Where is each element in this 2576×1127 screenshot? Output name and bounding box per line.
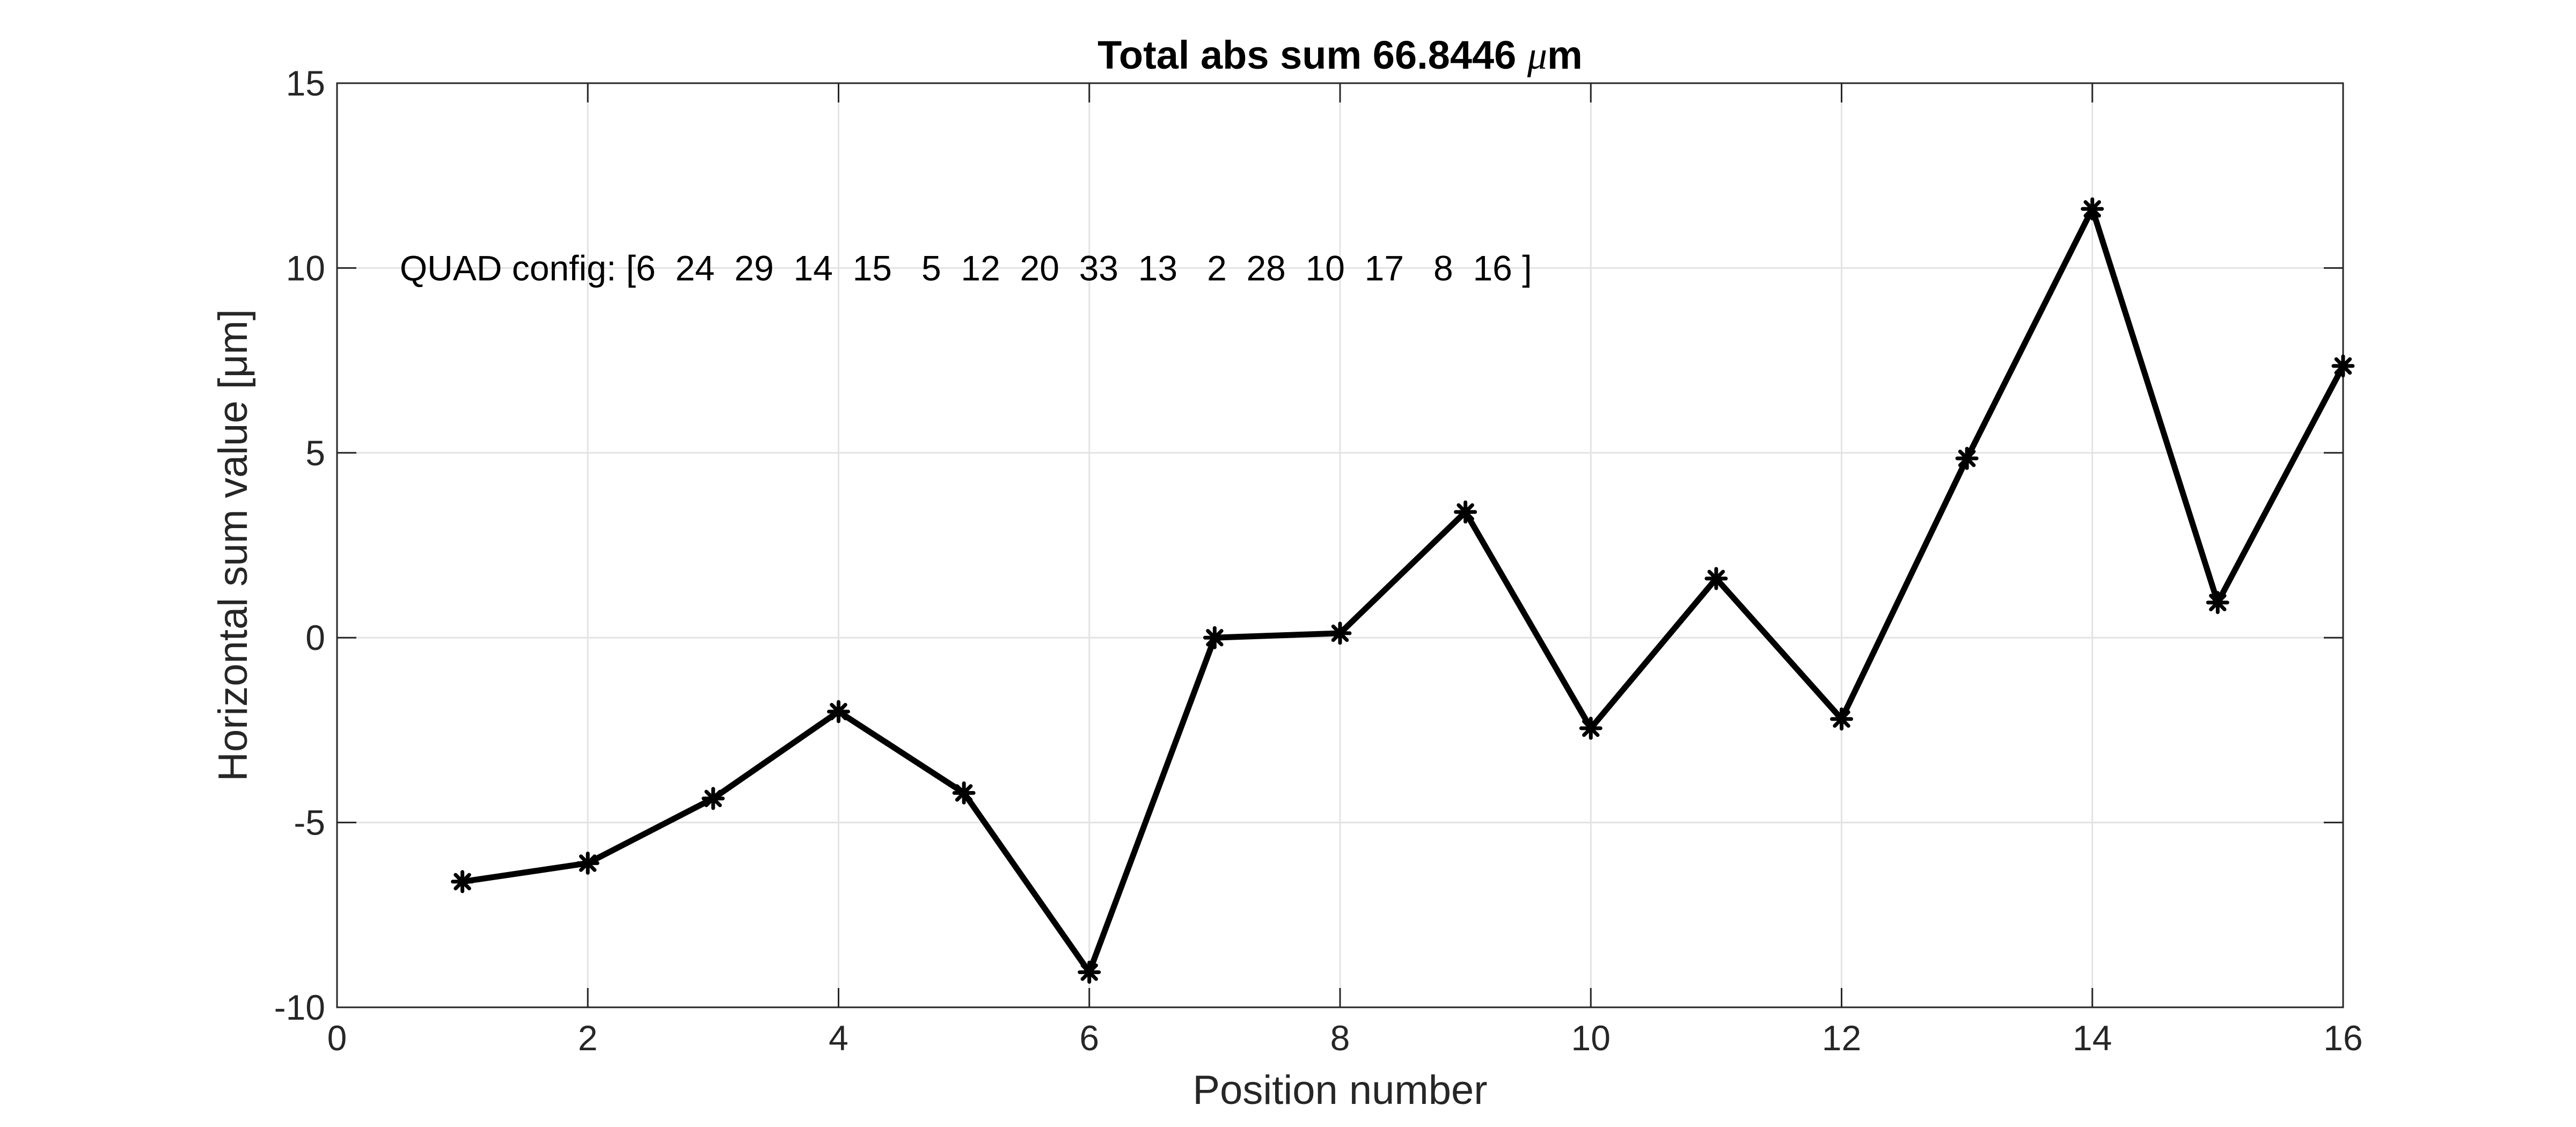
data-point <box>1579 716 1602 740</box>
data-point <box>576 851 599 875</box>
annotations: QUAD config: [6 24 29 14 15 5 12 20 33 1… <box>400 248 1532 288</box>
x-axis-label: Position number <box>1192 1067 1487 1113</box>
x-tick-label: 6 <box>1079 1018 1099 1058</box>
y-tick-label: -5 <box>294 803 325 843</box>
data-point <box>1328 621 1352 645</box>
data-point <box>2206 591 2229 614</box>
x-tick-label: 14 <box>2073 1018 2112 1058</box>
series-line <box>459 206 2346 976</box>
x-tick-label: 4 <box>829 1018 848 1058</box>
data-point <box>1078 961 1101 984</box>
annotation-text: QUAD config: [6 24 29 14 15 5 12 20 33 1… <box>400 248 1532 288</box>
x-tick-label: 2 <box>578 1018 598 1058</box>
title-suffix: m <box>1547 33 1583 77</box>
data-point <box>1454 500 1477 524</box>
chart-title: Total abs sum 66.8446 μm <box>1097 33 1583 78</box>
title-prefix: Total abs sum 66.8446 <box>1097 33 1527 77</box>
x-tick-label: 12 <box>1822 1018 1861 1058</box>
data-point <box>1955 447 1979 470</box>
data-point <box>1704 567 1728 590</box>
y-tick-label: 10 <box>286 248 325 288</box>
data-point <box>1830 707 1853 731</box>
y-tick-labels: -10 -5 0 5 10 15 <box>274 63 325 1027</box>
series-layer <box>451 197 2355 984</box>
y-tick-label: -10 <box>274 987 325 1027</box>
data-point <box>701 787 725 810</box>
data-point <box>952 781 976 804</box>
y-tick-label: 5 <box>305 433 325 473</box>
y-axis-label: Horizontal sum value [μm] <box>210 309 256 781</box>
data-point <box>827 700 850 723</box>
y-tick-label: 15 <box>286 63 325 103</box>
x-tick-labels: 0 2 4 6 8 10 12 14 16 <box>327 1018 2363 1058</box>
data-point <box>2331 354 2355 378</box>
y-tick-label: 0 <box>305 618 325 657</box>
data-point <box>1203 626 1226 649</box>
x-tick-label: 16 <box>2323 1018 2362 1058</box>
data-point <box>2081 197 2104 221</box>
title-mu: μ <box>1527 34 1547 78</box>
axes-box <box>336 82 2344 1008</box>
x-tick-label: 10 <box>1571 1018 1611 1058</box>
data-point <box>451 870 474 894</box>
x-tick-label: 0 <box>327 1018 347 1058</box>
x-tick-label: 8 <box>1330 1018 1350 1058</box>
